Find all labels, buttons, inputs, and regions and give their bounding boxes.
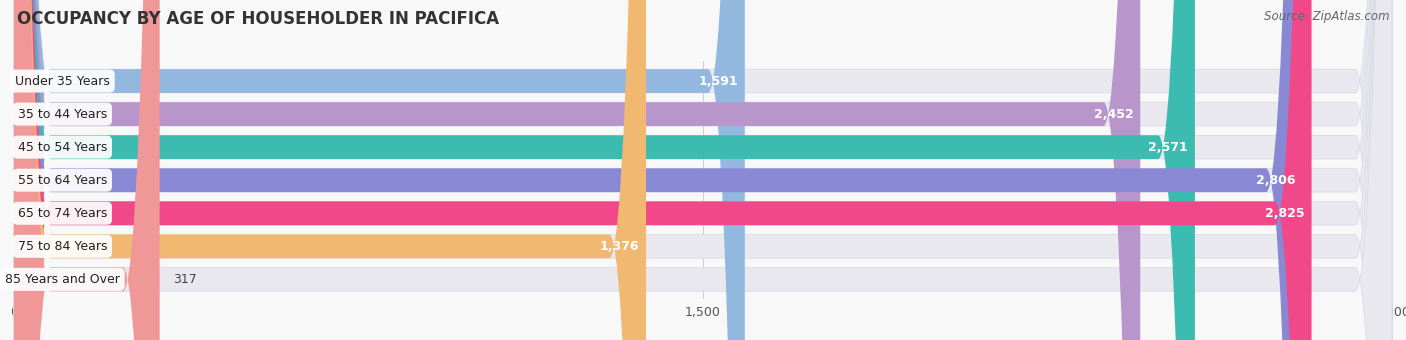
Text: 2,452: 2,452 [1094, 107, 1133, 121]
Text: 85 Years and Over: 85 Years and Over [4, 273, 120, 286]
FancyBboxPatch shape [14, 0, 1392, 340]
Text: 45 to 54 Years: 45 to 54 Years [18, 141, 107, 154]
FancyBboxPatch shape [14, 0, 1312, 340]
Text: 317: 317 [173, 273, 197, 286]
FancyBboxPatch shape [14, 0, 745, 340]
FancyBboxPatch shape [14, 0, 1392, 340]
Text: 65 to 74 Years: 65 to 74 Years [18, 207, 107, 220]
FancyBboxPatch shape [14, 0, 1140, 340]
FancyBboxPatch shape [14, 0, 1392, 340]
Text: 2,806: 2,806 [1257, 174, 1296, 187]
FancyBboxPatch shape [14, 0, 1195, 340]
FancyBboxPatch shape [14, 0, 1392, 340]
FancyBboxPatch shape [14, 0, 1392, 340]
Text: 2,825: 2,825 [1265, 207, 1305, 220]
Text: Source: ZipAtlas.com: Source: ZipAtlas.com [1264, 10, 1389, 23]
FancyBboxPatch shape [14, 0, 1303, 340]
Text: 1,591: 1,591 [699, 74, 738, 87]
Text: 2,571: 2,571 [1149, 141, 1188, 154]
Text: Under 35 Years: Under 35 Years [15, 74, 110, 87]
Text: 55 to 64 Years: 55 to 64 Years [18, 174, 107, 187]
FancyBboxPatch shape [14, 0, 1392, 340]
Text: 1,376: 1,376 [599, 240, 640, 253]
Text: OCCUPANCY BY AGE OF HOUSEHOLDER IN PACIFICA: OCCUPANCY BY AGE OF HOUSEHOLDER IN PACIF… [17, 10, 499, 28]
FancyBboxPatch shape [14, 0, 645, 340]
FancyBboxPatch shape [14, 0, 1392, 340]
Text: 75 to 84 Years: 75 to 84 Years [17, 240, 107, 253]
Text: 35 to 44 Years: 35 to 44 Years [18, 107, 107, 121]
FancyBboxPatch shape [14, 0, 160, 340]
